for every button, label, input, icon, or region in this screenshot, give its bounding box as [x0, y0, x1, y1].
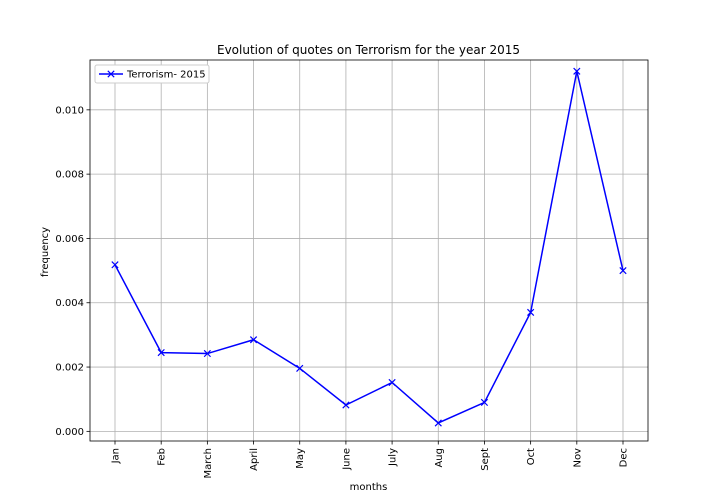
data-point-marker [157, 348, 165, 357]
grid-lines [90, 60, 648, 441]
x-tick-label: Dec [619, 448, 630, 467]
y-tick-label: 0.004 [55, 298, 84, 309]
x-tick-label: June [341, 448, 352, 471]
data-series [111, 67, 627, 427]
plot-frame [89, 59, 649, 442]
series-line [114, 71, 624, 424]
x-tick-label: Sept [480, 448, 491, 471]
x-axis-label: months [350, 482, 388, 493]
legend: Terrorism- 2015 [94, 64, 210, 84]
legend-label: Terrorism- 2015 [126, 70, 206, 81]
y-tick-label: 0.008 [55, 170, 84, 181]
x-tick-label: Jan [111, 448, 122, 464]
legend-marker-swatch [107, 70, 115, 78]
axes [89, 59, 649, 442]
x-tick-label: Oct [526, 448, 537, 465]
y-tick-label: 0.006 [55, 234, 84, 245]
y-axis-label: frequency [40, 227, 51, 277]
data-point-marker [296, 364, 304, 372]
y-axis-ticks: 0.000 0.002 0.004 0.006 0.008 0.010 [55, 105, 90, 438]
data-point-marker [434, 419, 442, 427]
data-point-marker [203, 349, 211, 358]
data-point-marker [111, 261, 119, 269]
x-tick-label: May [295, 448, 306, 469]
x-tick-label: April [249, 448, 260, 471]
data-point-marker [388, 378, 396, 387]
data-point-marker [619, 266, 627, 275]
chart-title: Evolution of quotes on Terrorism for the… [217, 43, 520, 57]
y-tick-label: 0.002 [55, 363, 84, 374]
data-point-marker [480, 398, 489, 407]
legend-box [94, 64, 210, 84]
data-point-marker [342, 401, 350, 409]
x-tick-label: July [388, 448, 399, 467]
x-tick-label: March [203, 448, 214, 478]
y-tick-label: 0.010 [55, 105, 84, 116]
x-tick-label: Feb [157, 448, 168, 466]
x-axis-ticks: Jan Feb March April May June July Aug Sept Oct Nov… [111, 441, 630, 478]
data-point-marker [573, 67, 581, 75]
x-tick-label: Aug [434, 448, 445, 468]
data-point-marker [527, 308, 535, 317]
y-tick-label: 0.000 [55, 427, 84, 438]
legend-marker-x [107, 70, 115, 78]
x-tick-label: Nov [572, 448, 583, 468]
data-point-marker [249, 336, 258, 344]
